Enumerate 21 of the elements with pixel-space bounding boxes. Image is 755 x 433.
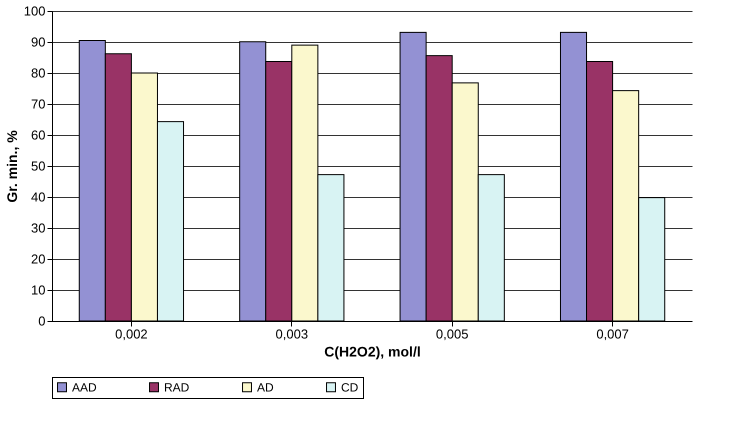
- y-tick-label: 80: [31, 66, 46, 80]
- legend-label: AAD: [72, 380, 98, 394]
- y-tick-label: 0: [38, 314, 46, 328]
- x-tick-label: 0,005: [436, 326, 468, 342]
- legend-label: AD: [257, 380, 274, 394]
- y-tick-label: 100: [24, 4, 46, 18]
- legend-label: CD: [341, 380, 359, 394]
- y-tick-label: 20: [31, 252, 46, 266]
- y-tick-label: 10: [31, 282, 46, 298]
- x-tick-label: 0,002: [115, 326, 148, 342]
- y-tick-label: 30: [31, 220, 46, 236]
- y-tick-label: 50: [31, 158, 46, 174]
- x-tick-label: 0,003: [276, 326, 308, 342]
- y-tick-label: 60: [31, 128, 46, 142]
- x-tick-label: 0,007: [596, 326, 629, 342]
- y-axis-title: Gr. min., %: [4, 130, 20, 203]
- legend-label: RAD: [164, 380, 190, 394]
- y-tick-label: 40: [31, 190, 46, 204]
- x-axis-title: C(H2O2), mol/l: [324, 344, 421, 360]
- y-tick-label: 90: [31, 34, 46, 50]
- y-tick-label: 70: [31, 96, 46, 112]
